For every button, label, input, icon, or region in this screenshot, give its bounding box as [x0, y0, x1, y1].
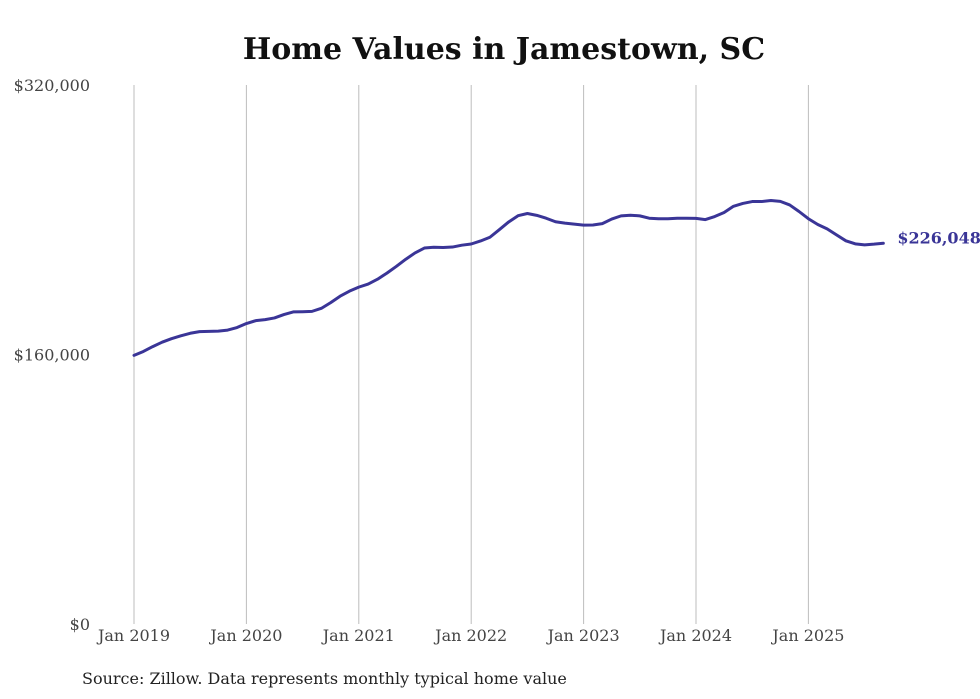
source-note: Source: Zillow. Data represents monthly … [82, 669, 567, 688]
y-tick-label: $320,000 [14, 76, 90, 95]
chart-title: Home Values in Jamestown, SC [243, 32, 765, 67]
x-tick-label: Jan 2025 [770, 626, 844, 645]
end-value-label: $226,048 [897, 228, 980, 247]
y-tick-label: $160,000 [14, 346, 90, 365]
series-line [132, 199, 885, 357]
y-tick-label: $0 [70, 615, 90, 634]
gridlines [133, 85, 809, 624]
x-axis-ticks: Jan 2019 Jan 2020 Jan 2021 Jan 2022 Jan 2023… [96, 626, 844, 645]
y-axis-ticks: $0 $160,000 $320,000 [14, 76, 90, 634]
x-tick-label: Jan 2019 [96, 626, 170, 645]
x-tick-label: Jan 2023 [546, 626, 620, 645]
x-tick-label: Jan 2022 [433, 626, 507, 645]
x-tick-label: Jan 2024 [658, 626, 732, 645]
x-tick-label: Jan 2020 [208, 626, 282, 645]
x-tick-label: Jan 2021 [321, 626, 395, 645]
